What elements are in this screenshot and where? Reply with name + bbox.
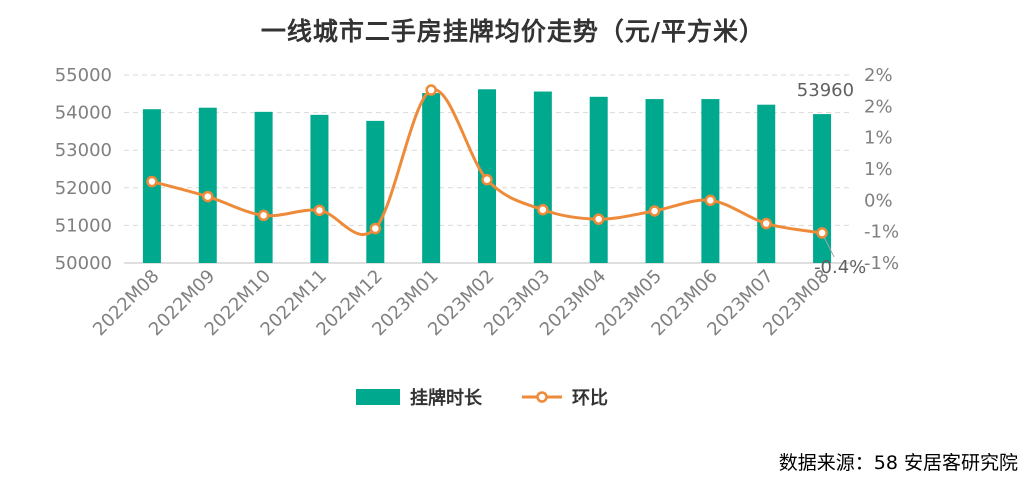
bar <box>198 107 217 263</box>
chart-title: 一线城市二手房挂牌均价走势（元/平方米） <box>260 17 766 46</box>
bar <box>533 91 552 263</box>
line-point <box>481 173 493 186</box>
legend-swatch-marker <box>536 391 548 403</box>
y-right-tick-label: -1% <box>864 253 899 274</box>
bar <box>254 111 273 264</box>
label-leader-line <box>823 236 835 258</box>
bar <box>366 120 385 263</box>
line-point <box>425 84 437 96</box>
y-left-tick-label: 55000 <box>55 65 112 86</box>
bar <box>310 114 329 263</box>
line-point <box>592 213 605 225</box>
line-point <box>648 205 661 217</box>
y-right-tick-label: 2% <box>864 96 893 117</box>
line-point <box>760 217 772 230</box>
line-point <box>202 190 214 203</box>
line-point <box>313 204 326 217</box>
line-data-label: -0.4% <box>814 257 866 278</box>
y-left-tick-label: 54000 <box>55 103 112 124</box>
bar-data-label: 53960 <box>797 80 854 101</box>
bar <box>589 96 608 263</box>
source-note: 数据来源：58 安居客研究院 <box>778 452 1018 474</box>
y-left-tick-label: 52000 <box>55 178 112 199</box>
line-point <box>704 194 717 207</box>
y-right-tick-label: -1% <box>864 222 899 243</box>
line-point <box>146 175 158 188</box>
legend-label-line: 环比 <box>572 388 608 409</box>
y-left-tick-label: 50000 <box>55 253 112 274</box>
line-point <box>369 222 382 235</box>
line-point <box>816 227 828 239</box>
line-point <box>537 203 549 216</box>
bar <box>645 99 664 264</box>
y-left-tick-label: 53000 <box>55 140 112 161</box>
legend-label-bar: 挂牌时长 <box>410 387 483 409</box>
y-right-tick-label: 1% <box>864 159 893 180</box>
y-left-tick-label: 51000 <box>55 215 112 236</box>
y-right-tick-label: 0% <box>864 190 893 211</box>
bar <box>701 99 720 264</box>
y-right-tick-label: 1% <box>864 128 893 149</box>
legend-swatch-bar <box>356 389 400 405</box>
bar <box>813 114 832 263</box>
series-line <box>151 88 823 237</box>
bar <box>422 93 441 263</box>
line-point <box>257 209 270 222</box>
y-right-tick-label: 2% <box>864 65 893 86</box>
bar <box>757 104 776 263</box>
